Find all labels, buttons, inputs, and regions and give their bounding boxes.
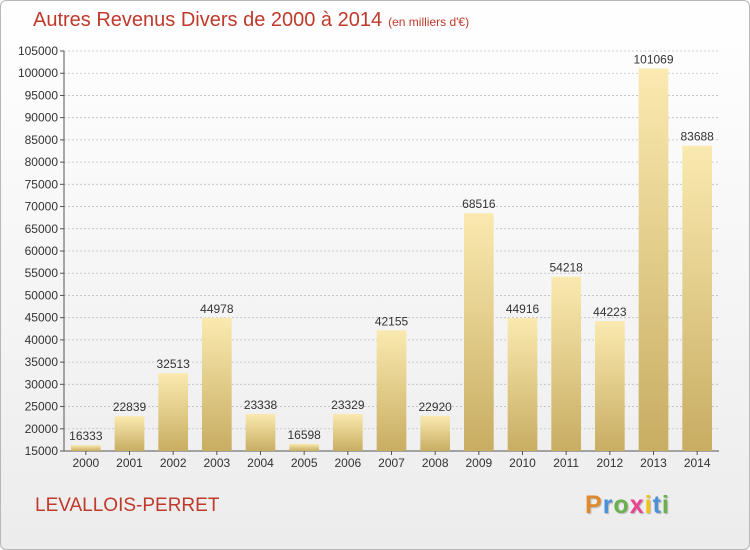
bar-2003 bbox=[201, 317, 232, 451]
data-label-2007: 42155 bbox=[375, 314, 409, 328]
axis-layer: 15000 20000 25000 30000 35000 40000 45000 50000… bbox=[18, 44, 719, 470]
data-label-2003: 44978 bbox=[200, 302, 234, 316]
x-tick-label-2008: 2008 bbox=[422, 456, 449, 470]
bar-2013 bbox=[638, 68, 669, 452]
x-tick-label-2013: 2013 bbox=[640, 456, 667, 470]
y-tick-label: 35000 bbox=[25, 355, 59, 369]
chart-title-unit: (en milliers d'€) bbox=[388, 15, 470, 29]
data-label-2000: 16333 bbox=[69, 429, 103, 443]
y-tick-label: 20000 bbox=[25, 422, 59, 436]
x-tick-label-2000: 2000 bbox=[72, 456, 99, 470]
x-tick-label-2007: 2007 bbox=[378, 456, 405, 470]
bar-2008 bbox=[420, 415, 451, 451]
x-tick-label-2004: 2004 bbox=[247, 456, 274, 470]
x-tick-label-2006: 2006 bbox=[334, 456, 361, 470]
y-tick-label: 65000 bbox=[25, 222, 59, 236]
y-tick-label: 45000 bbox=[25, 311, 59, 325]
y-tick-label: 25000 bbox=[25, 400, 59, 414]
y-tick-label: 15000 bbox=[25, 444, 59, 458]
logo-letter: r bbox=[602, 491, 614, 519]
x-tick-label-2001: 2001 bbox=[116, 456, 143, 470]
bar-2000 bbox=[70, 445, 101, 451]
logo-letter: t bbox=[652, 491, 662, 519]
bar-2012 bbox=[594, 321, 625, 451]
y-tick-label: 85000 bbox=[25, 133, 59, 147]
bar-2005 bbox=[289, 443, 320, 451]
bar-2011 bbox=[551, 276, 582, 451]
x-tick-label-2005: 2005 bbox=[291, 456, 318, 470]
logo-letter: i bbox=[661, 491, 670, 519]
data-label-2011: 54218 bbox=[549, 261, 583, 275]
data-label-2009: 68516 bbox=[462, 197, 496, 211]
bar-2007 bbox=[376, 330, 407, 451]
data-label-2002: 32513 bbox=[156, 357, 190, 371]
logo-letter: o bbox=[613, 491, 630, 519]
data-label-2010: 44916 bbox=[506, 302, 540, 316]
x-tick-label-2010: 2010 bbox=[509, 456, 536, 470]
x-tick-label-2009: 2009 bbox=[465, 456, 492, 470]
y-tick-label: 100000 bbox=[18, 66, 58, 80]
label-layer: 16333 22839 32513 44978 23338 16598 23329 42155… bbox=[69, 52, 714, 443]
y-tick-label: 50000 bbox=[25, 288, 59, 302]
bar-2002 bbox=[158, 373, 189, 451]
logo-letter: P bbox=[585, 491, 603, 519]
logo-letter: i bbox=[644, 491, 653, 519]
y-tick-label: 75000 bbox=[25, 177, 59, 191]
bar-2010 bbox=[507, 318, 538, 451]
data-label-2008: 22920 bbox=[418, 400, 452, 414]
bar-2006 bbox=[332, 413, 363, 451]
x-tick-label-2012: 2012 bbox=[596, 456, 623, 470]
y-tick-label: 40000 bbox=[25, 333, 59, 347]
x-tick-label-2002: 2002 bbox=[160, 456, 187, 470]
logo-letter: x bbox=[629, 491, 645, 519]
y-tick-label: 60000 bbox=[25, 244, 59, 258]
bar-2004 bbox=[245, 413, 276, 451]
y-tick-label: 55000 bbox=[25, 266, 59, 280]
data-label-2014: 83688 bbox=[680, 130, 714, 144]
x-tick-label-2011: 2011 bbox=[553, 456, 579, 470]
y-tick-label: 90000 bbox=[25, 111, 59, 125]
bar-2009 bbox=[463, 213, 494, 451]
data-label-2001: 22839 bbox=[113, 400, 147, 414]
chart-title-main: Autres Revenus Divers de 2000 à 2014 bbox=[33, 9, 383, 31]
bar-2014 bbox=[682, 145, 713, 451]
y-tick-label: 80000 bbox=[25, 155, 59, 169]
data-label-2005: 16598 bbox=[287, 428, 321, 442]
y-tick-label: 95000 bbox=[25, 88, 59, 102]
y-tick-label: 105000 bbox=[18, 44, 58, 58]
bar-2001 bbox=[114, 416, 145, 451]
data-label-2004: 23338 bbox=[244, 398, 278, 412]
data-label-2012: 44223 bbox=[593, 305, 627, 319]
x-tick-label-2014: 2014 bbox=[684, 456, 711, 470]
y-tick-label: 30000 bbox=[25, 377, 59, 391]
data-label-2006: 23329 bbox=[331, 398, 365, 412]
y-tick-label: 70000 bbox=[25, 200, 59, 214]
commune-name: LEVALLOIS-PERRET bbox=[35, 495, 220, 516]
data-label-2013: 101069 bbox=[633, 52, 673, 66]
x-tick-label-2003: 2003 bbox=[203, 456, 230, 470]
proxiti-logo[interactable]: Proxiti bbox=[585, 491, 670, 520]
bar-layer bbox=[70, 68, 713, 452]
chart-title: Autres Revenus Divers de 2000 à 2014 (en … bbox=[33, 9, 469, 32]
